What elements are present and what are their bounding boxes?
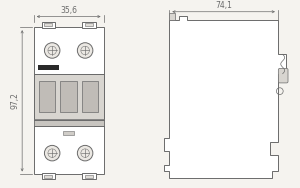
Bar: [82, 81, 98, 112]
Bar: [34, 27, 104, 174]
Circle shape: [44, 43, 60, 58]
Bar: [169, 13, 175, 20]
Bar: [39, 81, 55, 112]
Text: 35,6: 35,6: [60, 6, 77, 15]
Text: 74,1: 74,1: [215, 1, 232, 10]
Circle shape: [44, 145, 60, 161]
Bar: [60, 81, 77, 112]
Bar: [44, 175, 52, 178]
Bar: [85, 175, 93, 178]
Bar: [82, 174, 96, 179]
Bar: [44, 23, 52, 26]
Bar: [38, 65, 59, 70]
Circle shape: [77, 43, 93, 58]
Bar: [41, 174, 55, 179]
Bar: [41, 22, 55, 28]
Circle shape: [77, 145, 93, 161]
Bar: [85, 23, 93, 26]
FancyBboxPatch shape: [278, 68, 288, 83]
Bar: [82, 22, 96, 28]
Bar: [34, 74, 104, 120]
Bar: [63, 131, 74, 135]
Polygon shape: [164, 16, 286, 178]
Bar: [34, 119, 104, 126]
Text: 97,2: 97,2: [10, 92, 19, 109]
